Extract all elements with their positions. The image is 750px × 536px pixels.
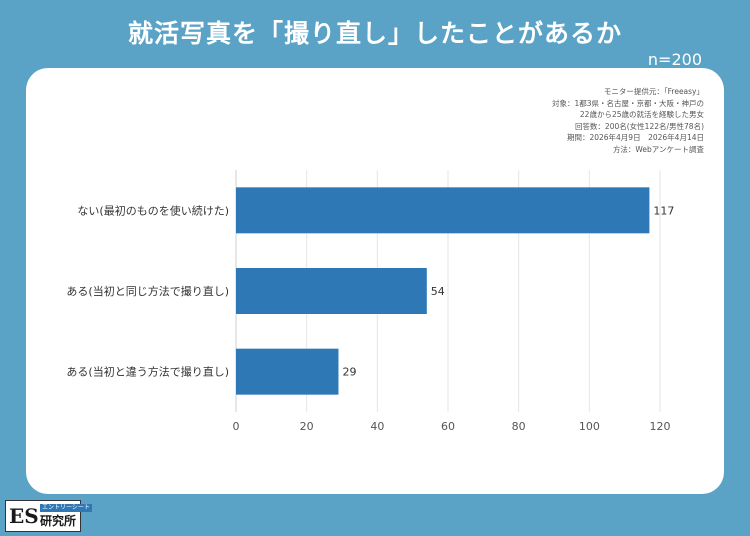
category-label: ある(当初と違う方法で撮り直し): [66, 365, 229, 379]
logo-tagline: エントリーシート: [40, 504, 92, 512]
x-tick-label: 100: [579, 420, 600, 433]
survey-info-line: 22歳から25歳の就活を経験した男女: [579, 110, 704, 119]
chart-card: ない(最初のものを使い続けた) 117 ある(当初と同じ方法で撮り直し) 54 ある(当…: [26, 68, 724, 494]
bar: [236, 348, 339, 395]
sample-size: n=200: [647, 50, 702, 69]
logo-name: 研究所: [40, 514, 77, 528]
x-tick-label: 60: [441, 420, 455, 433]
x-tick-label: 40: [370, 420, 384, 433]
data-label: 117: [653, 204, 674, 217]
category-label: ある(当初と同じ方法で撮り直し): [66, 284, 229, 298]
logo-mark: ES: [9, 504, 39, 528]
survey-info: モニター提供元：「Freeasy」 対象：1都3県・名古屋・京都・大阪・神戸の …: [552, 86, 704, 155]
x-tick-label: 20: [300, 420, 314, 433]
survey-info-line: 対象：1都3県・名古屋・京都・大阪・神戸の: [551, 98, 704, 108]
data-label: 54: [431, 285, 445, 298]
x-tick-label: 120: [650, 420, 671, 433]
survey-info-line: 期間：2026年4月9日 2026年4月14日: [566, 133, 704, 142]
survey-info-line: 回答数：200名(女性122名/男性78名): [574, 121, 704, 131]
page-title: 就活写真を「撮り直し」したことがあるか: [127, 19, 622, 48]
bar: [236, 268, 427, 314]
x-tick-label: 0: [233, 420, 240, 433]
x-tick-label: 80: [512, 420, 526, 433]
es-lab-logo: ES エントリーシート 研究所: [5, 500, 92, 532]
survey-info-line: モニター提供元：「Freeasy」: [603, 87, 704, 96]
data-label: 29: [342, 366, 356, 379]
category-label: ない(最初のものを使い続けた): [77, 203, 229, 217]
survey-info-line: 方法：Webアンケート調査: [612, 144, 704, 154]
bar: [236, 187, 650, 234]
bar-chart: ない(最初のものを使い続けた) 117 ある(当初と同じ方法で撮り直し) 54 ある(当…: [66, 170, 674, 433]
